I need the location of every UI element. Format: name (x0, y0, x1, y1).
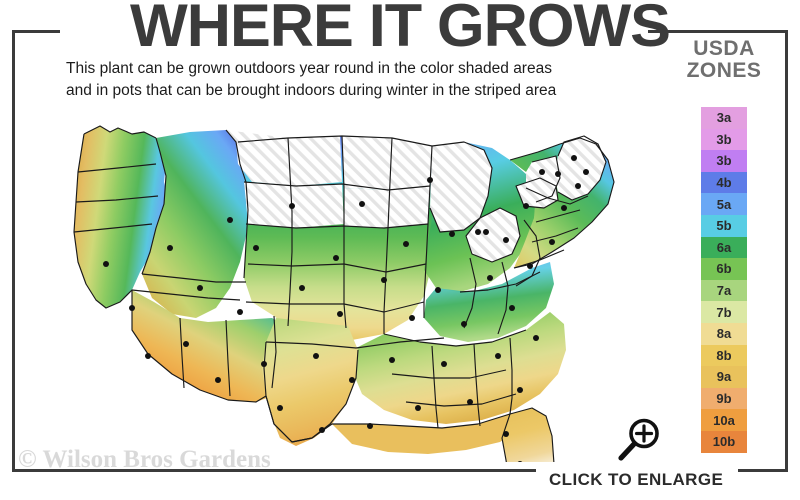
frame-border-top-left (12, 30, 60, 33)
hatched-region-south-dakota (344, 186, 430, 228)
zone-legend: 3a 3b 3b 4b 5a 5b 6a 6b 7a 7b 8a 8b 9a 9b 10a 10b (701, 107, 747, 453)
frame-border-right (785, 30, 788, 472)
subtitle-line-1: This plant can be grown outdoors year ro… (66, 60, 552, 77)
zone-swatch-4b-3[interactable]: 4b (701, 171, 747, 194)
legend-heading-line-2: ZONES (686, 59, 762, 83)
zone-fill-mountain-west (142, 130, 248, 318)
zone-swatch-9b-13[interactable]: 9b (701, 387, 747, 410)
subtitle-line-2: and in pots that can be brought indoors … (66, 82, 557, 99)
legend-heading-line-1: USDA (693, 37, 755, 60)
map-city-dots (103, 155, 589, 462)
magnifier-glyph (618, 418, 659, 461)
zone-swatch-6b-7[interactable]: 6b (701, 258, 747, 280)
hatched-region-northern-rockies (226, 130, 342, 186)
frame-border-bottom-left (12, 469, 536, 472)
zone-swatch-5a-4[interactable]: 5a (701, 193, 747, 215)
zone-fill-pacific-northwest (74, 126, 168, 308)
hatched-region-dakotas (342, 136, 432, 190)
page-title: WHERE IT GROWS (130, 0, 671, 59)
zone-swatch-6a-6[interactable]: 6a (701, 236, 747, 259)
zone-fill-florida (502, 408, 554, 462)
zone-swatch-3b-2[interactable]: 3b (701, 150, 747, 172)
zone-swatch-9a-12[interactable]: 9a (701, 366, 747, 388)
zone-swatch-5b-5[interactable]: 5b (701, 214, 747, 237)
hatched-region-minnesota (430, 142, 492, 232)
zone-fill-texas (262, 318, 358, 446)
zone-swatch-8b-11[interactable]: 8b (701, 344, 747, 367)
subtitle-text: This plant can be grown outdoors year ro… (66, 58, 646, 102)
click-to-enlarge-label[interactable]: CLICK TO ENLARGE (549, 470, 724, 489)
watermark-credit: © Wilson Bros Gardens (18, 446, 271, 473)
magnifier-zoom-icon[interactable] (617, 416, 663, 462)
frame-border-bottom-right (738, 469, 788, 472)
hardiness-zone-map[interactable] (40, 112, 660, 462)
frame-border-left (12, 30, 15, 472)
zone-swatch-10b-15[interactable]: 10b (701, 430, 747, 453)
zone-fill-gulf-coast (332, 414, 518, 454)
hatched-region-wisconsin (466, 208, 520, 262)
map-hatched-regions (226, 130, 606, 262)
zone-swatch-7a-8[interactable]: 7a (701, 279, 747, 302)
hatched-region-northern-new-england (554, 136, 606, 200)
legend-heading: USDA ZONES (660, 37, 788, 83)
zone-swatch-3b-1[interactable]: 3b (701, 128, 747, 151)
zone-swatch-10a-14[interactable]: 10a (701, 409, 747, 431)
frame-border-top-right (648, 30, 788, 33)
us-map-svg (73, 125, 615, 462)
zone-swatch-7b-9[interactable]: 7b (701, 301, 747, 323)
zone-swatch-8a-10[interactable]: 8a (701, 322, 747, 345)
zone-swatch-3a-0[interactable]: 3a (701, 107, 747, 129)
